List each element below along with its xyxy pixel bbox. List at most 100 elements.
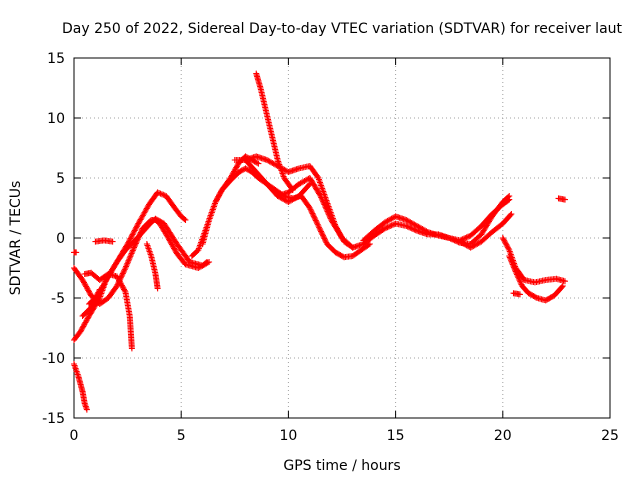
data-point xyxy=(411,226,418,233)
data-point xyxy=(532,294,539,301)
data-point xyxy=(84,286,91,293)
data-point xyxy=(464,233,471,240)
data-point xyxy=(319,231,326,238)
data-point xyxy=(513,270,520,277)
data-point xyxy=(99,283,106,290)
data-point xyxy=(327,214,334,221)
chart-title: Day 250 of 2022, Sidereal Day-to-day VTE… xyxy=(62,21,623,37)
data-point xyxy=(559,283,566,289)
data-point xyxy=(506,253,513,259)
data-point xyxy=(182,217,189,223)
data-point xyxy=(500,236,507,243)
data-point xyxy=(323,207,330,214)
data-point xyxy=(307,206,314,213)
data-point xyxy=(510,262,517,269)
data-point xyxy=(81,279,88,286)
data-point xyxy=(320,200,327,207)
data-point xyxy=(515,275,522,282)
data-point xyxy=(93,292,100,299)
data-point xyxy=(325,209,332,216)
x-tick-label: 25 xyxy=(601,428,619,444)
data-point xyxy=(245,166,252,173)
data-point xyxy=(86,290,93,296)
data-point xyxy=(168,241,175,248)
data-point xyxy=(507,257,514,264)
data-point xyxy=(255,160,262,167)
data-point xyxy=(237,168,244,175)
data-point xyxy=(73,249,80,256)
data-point xyxy=(507,212,514,219)
data-point xyxy=(381,225,388,232)
data-point xyxy=(320,234,327,241)
data-point xyxy=(109,238,116,245)
series-arc-13 xyxy=(242,153,356,251)
data-point xyxy=(216,191,223,197)
data-point xyxy=(505,197,512,204)
data-point xyxy=(384,224,391,231)
series-arc-19 xyxy=(506,253,566,304)
data-point xyxy=(254,159,261,166)
data-point xyxy=(127,235,134,242)
data-point xyxy=(114,274,121,281)
data-point xyxy=(130,230,137,237)
data-point xyxy=(238,167,245,174)
data-point xyxy=(113,273,120,280)
data-point xyxy=(305,182,312,189)
data-point xyxy=(83,316,90,323)
data-point xyxy=(321,202,328,209)
data-point xyxy=(131,227,138,234)
data-point xyxy=(96,288,103,294)
data-point xyxy=(103,277,110,284)
data-point xyxy=(81,320,88,327)
data-point xyxy=(169,242,176,249)
y-tick-label: 5 xyxy=(56,171,65,187)
data-point xyxy=(119,283,126,290)
data-point xyxy=(128,345,135,352)
data-point xyxy=(318,195,325,202)
data-point xyxy=(322,204,329,211)
data-point xyxy=(242,165,249,172)
x-tick-label: 20 xyxy=(494,428,512,444)
data-point xyxy=(506,254,513,261)
series-arc-20 xyxy=(510,290,523,298)
data-point xyxy=(505,245,512,252)
data-point xyxy=(515,274,522,281)
data-point xyxy=(324,208,331,215)
data-point xyxy=(512,268,519,275)
data-point xyxy=(156,190,163,196)
y-tick-label: 15 xyxy=(47,51,65,67)
data-point xyxy=(171,245,178,252)
data-point xyxy=(121,267,128,274)
data-point xyxy=(213,197,220,204)
data-point xyxy=(95,289,102,296)
x-tick-label: 10 xyxy=(279,428,297,444)
data-point xyxy=(316,191,323,198)
y-tick-label: -10 xyxy=(42,351,65,367)
data-point xyxy=(93,293,100,300)
data-point xyxy=(513,271,520,278)
data-point xyxy=(410,226,417,232)
data-point xyxy=(313,218,320,225)
data-point xyxy=(311,214,318,221)
x-axis-label: GPS time / hours xyxy=(283,458,400,474)
data-point xyxy=(423,228,430,235)
data-point xyxy=(121,286,128,293)
y-axis-label: SDTVAR / TECUs xyxy=(8,181,24,296)
data-point xyxy=(79,277,86,283)
data-point xyxy=(121,266,128,273)
series-arc-07 xyxy=(86,286,103,307)
data-point xyxy=(325,211,332,218)
data-point xyxy=(243,166,250,173)
data-point xyxy=(320,232,327,239)
data-point xyxy=(314,220,321,227)
data-point xyxy=(131,228,138,235)
data-point xyxy=(160,191,167,198)
data-point xyxy=(317,227,324,234)
data-point xyxy=(217,189,224,196)
data-point xyxy=(317,193,324,199)
data-point xyxy=(96,286,103,293)
data-point xyxy=(318,228,325,235)
data-point xyxy=(499,235,506,241)
data-point xyxy=(403,223,410,229)
